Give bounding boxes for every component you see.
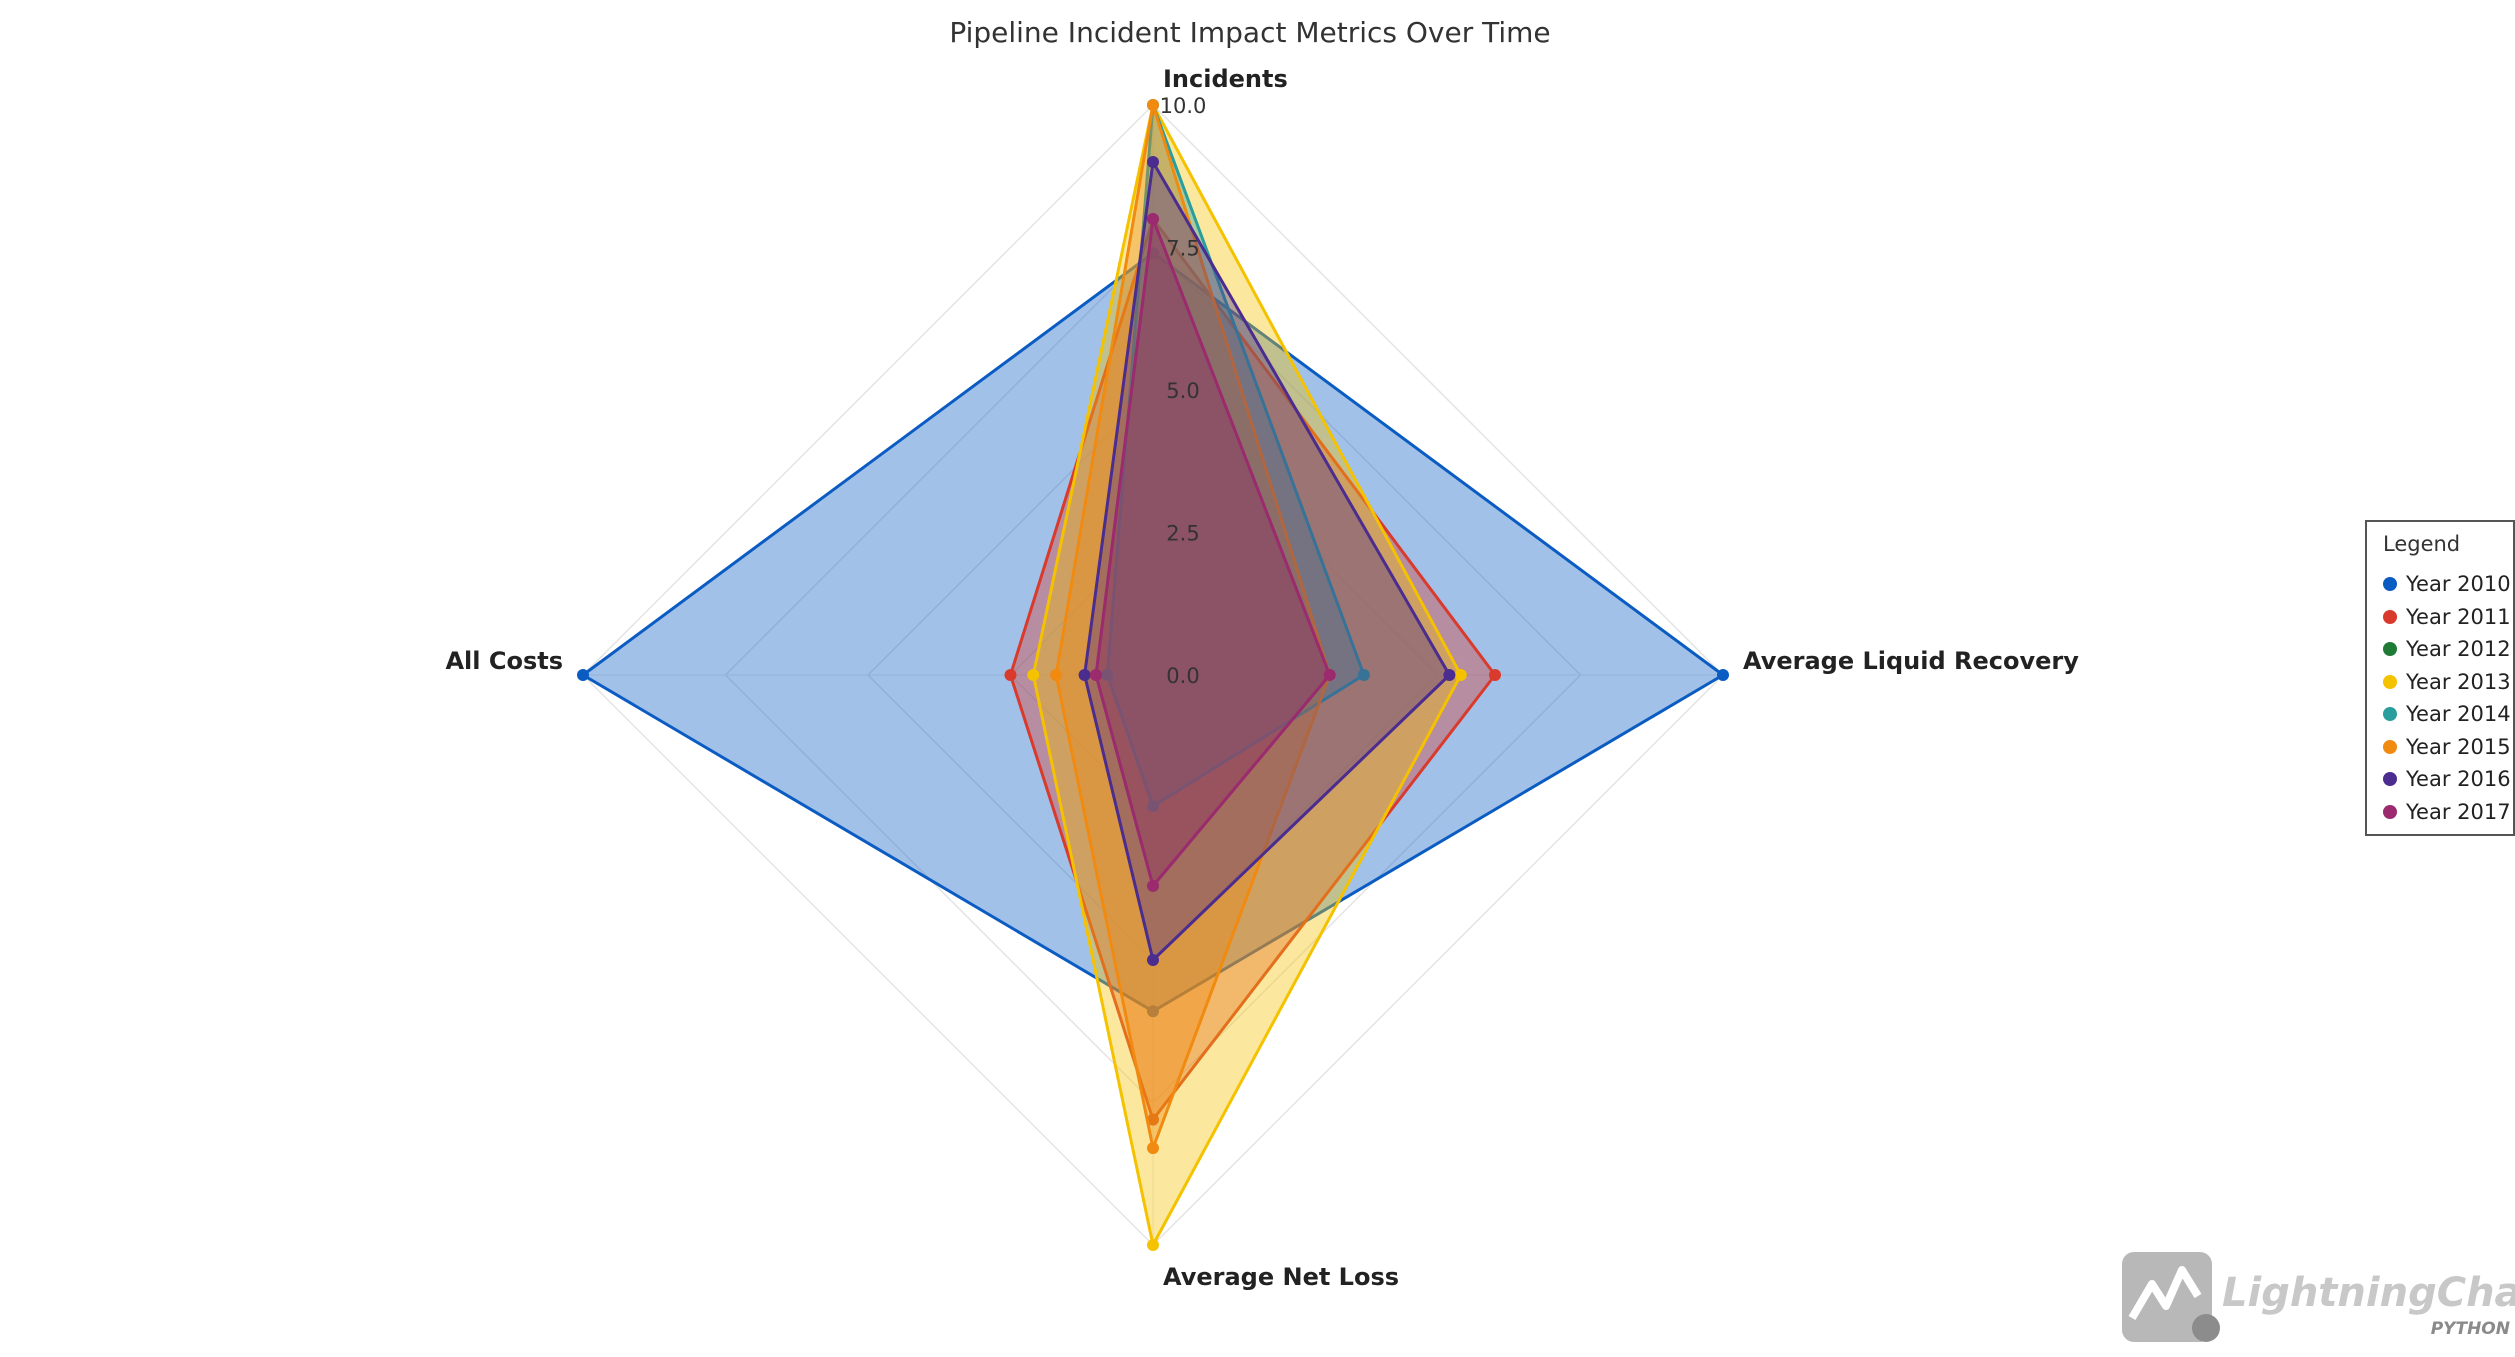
- legend-marker: [2383, 707, 2397, 722]
- data-point: [1147, 954, 1159, 966]
- data-point: [1050, 669, 1063, 681]
- legend-label: Year 2012: [2406, 637, 2511, 662]
- data-point: [1027, 669, 1040, 681]
- legend-marker: [2383, 739, 2397, 754]
- legend-marker: [2383, 577, 2397, 592]
- radial-tick-label: 5.0: [1166, 379, 1199, 403]
- legend: Legend Year 2010 Year 2011 Year 2012 Year 2…: [2365, 520, 2515, 836]
- legend-item[interactable]: Year 2011: [2383, 601, 2511, 634]
- series-year-2016: [1078, 156, 1456, 966]
- lightning-logo-icon: [2122, 1252, 2220, 1342]
- legend-label: Year 2017: [2406, 799, 2511, 824]
- data-point: [1147, 1239, 1159, 1251]
- legend-item[interactable]: Year 2017: [2383, 796, 2511, 829]
- data-point: [1323, 669, 1336, 681]
- legend-marker: [2383, 674, 2397, 689]
- legend-marker: [2383, 609, 2397, 624]
- data-point: [1078, 669, 1091, 681]
- series-layer: [577, 99, 1729, 1251]
- lightningchart-logo: LightningChart PYTHON: [2122, 1252, 2515, 1342]
- data-point: [1101, 669, 1114, 681]
- brand-sub: PYTHON: [2431, 1319, 2510, 1339]
- radial-tick-label: 0.0: [1166, 664, 1199, 688]
- legend-marker: [2383, 772, 2397, 787]
- axis-labels: Incidents Average Liquid Recovery Average …: [445, 65, 2079, 1291]
- axis-label: Average Net Loss: [1163, 1263, 1399, 1291]
- axis-label: Average Liquid Recovery: [1743, 647, 2079, 675]
- axis-label: All Costs: [445, 647, 563, 675]
- radial-tick-label: 10.0: [1160, 94, 1207, 118]
- data-point: [1357, 669, 1370, 681]
- data-point: [1090, 669, 1102, 681]
- legend-item[interactable]: Year 2016: [2383, 763, 2511, 796]
- radial-tick-labels: 0.0 2.5 5.0 7.5 10.0: [1160, 94, 1207, 688]
- data-point: [1004, 669, 1017, 681]
- legend-marker: [2383, 804, 2397, 819]
- data-point: [577, 669, 589, 681]
- chart-title: Pipeline Incident Impact Metrics Over Ti…: [949, 16, 1550, 49]
- data-point: [1443, 669, 1456, 681]
- axis-label: Incidents: [1163, 65, 1288, 93]
- legend-title: Legend: [2383, 532, 2461, 556]
- legend-list: Year 2010 Year 2011 Year 2012 Year 2013 Year…: [2383, 568, 2511, 828]
- legend-label: Year 2011: [2406, 604, 2511, 629]
- data-point: [1147, 156, 1159, 168]
- legend-label: Year 2015: [2406, 734, 2511, 759]
- series-year-2011: [1004, 213, 1501, 1126]
- data-point: [1717, 669, 1729, 681]
- legend-label: Year 2016: [2406, 767, 2511, 792]
- legend-label: Year 2010: [2406, 572, 2511, 597]
- legend-item[interactable]: Year 2015: [2383, 731, 2511, 764]
- legend-item[interactable]: Year 2014: [2383, 698, 2511, 731]
- series-year-2010: [577, 247, 1729, 1018]
- data-point: [1147, 1113, 1159, 1126]
- legend-label: Year 2014: [2406, 702, 2511, 727]
- data-point: [1147, 213, 1159, 225]
- legend-item[interactable]: Year 2013: [2383, 666, 2511, 699]
- legend-item[interactable]: Year 2012: [2383, 633, 2511, 666]
- radial-tick-label: 7.5: [1166, 237, 1199, 261]
- series-year-2017: [1090, 213, 1336, 892]
- data-point: [1454, 669, 1467, 681]
- radial-tick-label: 2.5: [1166, 522, 1199, 546]
- brand-name: LightningChart: [2222, 1270, 2515, 1316]
- data-point: [1489, 669, 1501, 681]
- legend-label: Year 2013: [2406, 669, 2511, 694]
- legend-marker: [2383, 642, 2397, 657]
- data-point: [1147, 1005, 1159, 1018]
- data-point: [1147, 99, 1159, 111]
- data-point: [1147, 879, 1159, 892]
- data-point: [1147, 1142, 1159, 1155]
- data-point: [1147, 800, 1159, 813]
- legend-item[interactable]: Year 2010: [2383, 568, 2511, 601]
